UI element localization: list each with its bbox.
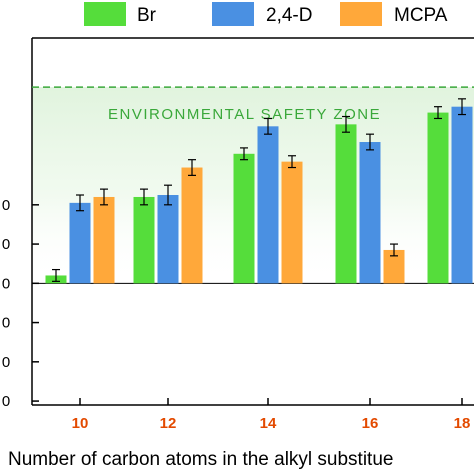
x-tick-label: 12: [160, 415, 177, 432]
bar-2-4-d-10: [69, 202, 91, 284]
bar-2-4-d-18: [451, 106, 473, 284]
x-tick-label: 14: [260, 415, 277, 432]
bar-br-14: [233, 153, 255, 284]
x-tick-label: 16: [362, 415, 379, 432]
y-tick-label: 0: [2, 393, 10, 410]
bar-mcpa-10: [93, 196, 115, 284]
bar-mcpa-14: [281, 161, 303, 284]
legend-label: Br: [137, 5, 157, 26]
bar-mcpa-12: [181, 167, 203, 284]
zone-label: ENVIRONMENTAL SAFETY ZONE: [108, 106, 381, 123]
legend-label: MCPA: [394, 5, 448, 26]
y-tick-label: 0: [2, 197, 10, 214]
y-tick-label: 0: [2, 315, 10, 332]
bar-br-12: [133, 196, 155, 284]
legend: Br 2,4-D MCPA: [84, 2, 448, 26]
legend-label: 2,4-D: [266, 5, 312, 26]
x-tick-label: 18: [454, 415, 471, 432]
y-tick-label: 0: [2, 354, 10, 371]
legend-swatch-2-4-d: [212, 2, 254, 26]
x-tick-label: 10: [72, 415, 89, 432]
legend-swatch-br: [84, 2, 126, 26]
y-tick-label: 0: [2, 236, 10, 253]
bar-2-4-d-12: [157, 195, 179, 284]
x-axis-label: Number of carbon atoms in the alkyl subs…: [8, 449, 393, 470]
bar-br-18: [427, 112, 449, 284]
bars: [45, 98, 473, 284]
bar-2-4-d-14: [257, 126, 279, 284]
x-ticks: 10 12 14 16 18: [72, 398, 471, 432]
y-tick-label: 0: [2, 275, 10, 292]
bar-mcpa-16: [383, 249, 405, 284]
bar-br-16: [335, 124, 357, 284]
legend-swatch-mcpa: [340, 2, 382, 26]
y-ticks: 0 0 0 0 0 0: [2, 197, 39, 410]
bar-2-4-d-16: [359, 142, 381, 284]
